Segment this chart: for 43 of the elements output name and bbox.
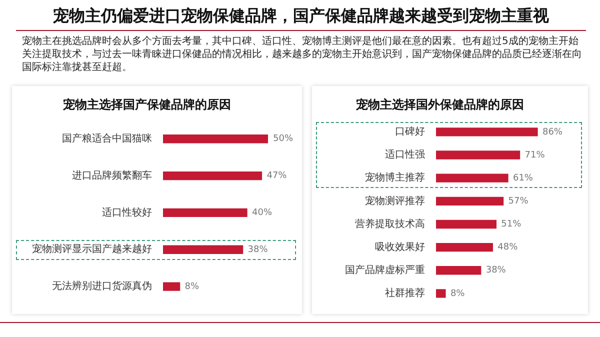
- data-label: 8%: [184, 282, 200, 292]
- bar: [436, 289, 446, 298]
- data-label: 50%: [273, 134, 294, 144]
- bar: [436, 266, 482, 275]
- bar: [436, 220, 497, 229]
- bar: [436, 242, 493, 252]
- data-label: 86%: [542, 127, 563, 138]
- data-label: 48%: [498, 242, 518, 253]
- bar: [163, 171, 262, 180]
- bar: [163, 208, 248, 218]
- y-tick-label: 宠物博主推荐: [365, 172, 425, 184]
- data-label: 57%: [508, 196, 529, 207]
- data-label: 47%: [266, 171, 288, 182]
- text: 宠物主在挑选品牌时会从多个方面去考量，其中口碑、适口性、宠物博主测评是他们最在意的因素。也有超过5成的宠物主开始关注提取技术，与过去一味青睐进口保健品的情况相比，越来越多的宠物主开始意识到，国产宠物保健品牌的品质已经逐渐在向国际标注靠拢甚至赶超。: [22, 35, 583, 74]
- data-label: 71%: [524, 150, 546, 160]
- bar: [436, 174, 508, 182]
- data-label: 61%: [512, 173, 534, 184]
- y-tick-label: 无法辨别进口货源真伪: [52, 280, 152, 292]
- data-label: 8%: [450, 288, 466, 299]
- y-tick-label: 适口性强: [385, 148, 425, 161]
- y-tick-label: 国产品牌虚标严重: [345, 264, 425, 276]
- y-tick-label: 社群推荐: [385, 287, 425, 300]
- y-tick-label: 宠物测评显示国产越来越好: [32, 243, 152, 256]
- data-label: 40%: [252, 208, 272, 218]
- y-tick-label: 吸收效果好: [375, 242, 425, 253]
- bar: [436, 128, 538, 136]
- data-label: 38%: [486, 266, 506, 276]
- bar: [436, 150, 520, 160]
- y-tick-label: 口碑好: [395, 126, 425, 138]
- y-tick-label: 营养提取技术高: [355, 218, 425, 230]
- y-tick-label: 进口品牌频繁翻车: [72, 169, 152, 182]
- chart-title: 宠物主选择国外保健品牌的原因: [355, 97, 524, 112]
- y-tick-label: 适口性较好: [102, 206, 152, 218]
- data-label: 51%: [501, 220, 522, 230]
- data-label: 38%: [248, 244, 268, 255]
- bar: [436, 196, 504, 206]
- y-tick-label: 宠物测评推荐: [365, 194, 425, 207]
- bar: [163, 134, 268, 144]
- bar: [163, 245, 244, 254]
- chart-title: 宠物主选择国产保健品牌的原因: [62, 97, 231, 112]
- bar: [163, 282, 180, 291]
- text: 宠物主仍偏爱进口宠物保健品牌，国产保健品牌越来越受到宠物主重视: [16, 6, 586, 31]
- y-tick-label: 国产粮适合中国猫咪: [62, 132, 152, 144]
